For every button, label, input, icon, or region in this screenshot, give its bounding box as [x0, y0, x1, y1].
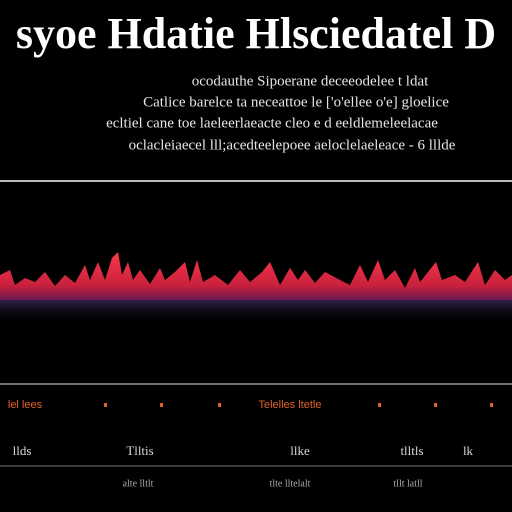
- label: alte lltlt: [123, 478, 154, 489]
- label: Tlltis: [126, 443, 153, 458]
- tick-dots: [104, 403, 493, 407]
- axis-label: lel lees: [8, 399, 43, 411]
- axis-label: Telelles ltetle: [259, 399, 322, 411]
- waveform: [0, 252, 512, 300]
- paragraph-line: Catlice barelce ta neceattoe le ['o'elle…: [143, 94, 449, 110]
- label: llds: [13, 443, 32, 458]
- label: tlltls: [400, 443, 423, 458]
- paragraph-line: ecltiel cane toe laeleerlaeacte cleo e d…: [106, 115, 438, 131]
- title: syoe Hdatie Hlsciedatel D: [16, 9, 496, 58]
- paragraph-line: oclacleiaecel lll;acedteelepoee aeloclel…: [129, 137, 456, 153]
- label: tllt latll: [393, 478, 422, 489]
- paragraph-line: ocodauthe Sipoerane deceeodelee t ldat: [192, 73, 429, 89]
- label: llke: [290, 443, 310, 458]
- label: tlte lltelalt: [270, 478, 311, 489]
- label: lk: [463, 443, 474, 458]
